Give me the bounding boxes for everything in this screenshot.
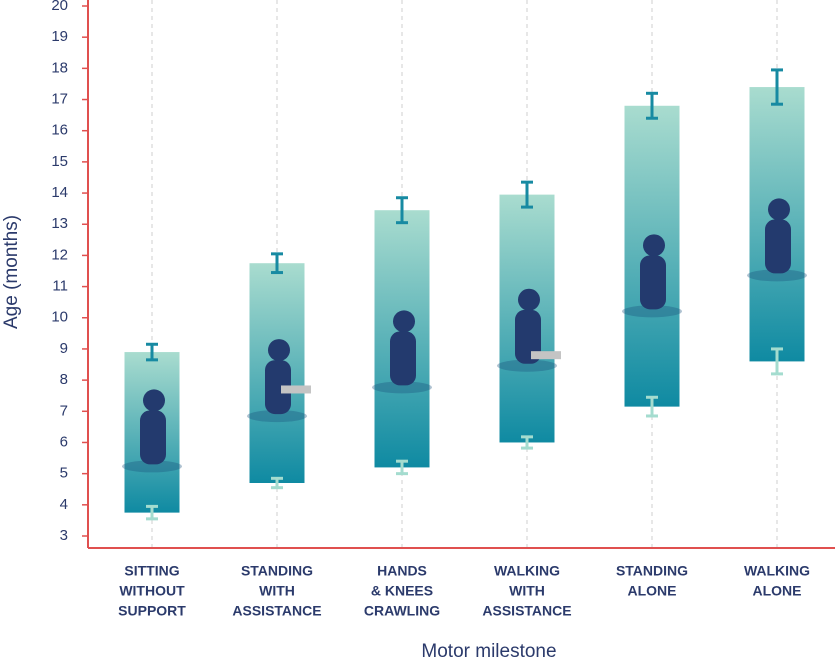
y-tick-label: 20 (51, 0, 68, 14)
figure-head (143, 389, 165, 412)
y-tick-label: 13 (51, 215, 68, 232)
low-error-bar (146, 504, 158, 521)
shadow (122, 460, 182, 473)
low-error-bar (646, 395, 658, 418)
y-tick-label: 14 (51, 184, 68, 201)
shadow (622, 305, 682, 318)
shadow (497, 359, 557, 372)
y-tick-label: 6 (60, 433, 68, 450)
x-tick-label: STANDING (616, 563, 688, 579)
high-error-bar (146, 342, 158, 362)
figure-body (390, 331, 416, 386)
shadow (747, 269, 807, 282)
low-error-bar (521, 435, 533, 450)
figure-body (140, 410, 166, 465)
high-error-bar (771, 68, 783, 106)
figure-body (515, 309, 541, 364)
y-tick-label: 5 (60, 465, 68, 482)
x-tick-label: HANDS (377, 563, 427, 579)
figure-body (765, 219, 791, 274)
figure-head (643, 234, 665, 257)
figure-head (393, 310, 415, 333)
y-tick-label: 10 (51, 309, 68, 326)
x-tick-label: WALKING (744, 563, 810, 579)
high-error-bar (396, 196, 408, 225)
y-tick-label: 16 (51, 122, 68, 139)
x-tick-label: ASSISTANCE (482, 603, 571, 619)
y-tick-label: 7 (60, 402, 68, 419)
y-tick-label: 4 (60, 496, 68, 513)
y-tick-label: 8 (60, 371, 68, 388)
x-tick-label: WITH (509, 583, 545, 599)
high-error-bar (646, 91, 658, 120)
figure-head (518, 288, 540, 311)
high-error-bar (271, 252, 283, 275)
shadow (247, 410, 307, 423)
figure-body (640, 255, 666, 310)
y-tick-label: 15 (51, 153, 68, 170)
figure-body (265, 360, 291, 415)
low-error-bar (271, 476, 283, 490)
figure-head (768, 198, 790, 221)
x-tick-label: ALONE (628, 583, 677, 599)
y-axis-title: Age (months) (1, 215, 22, 329)
y-tick-label: 17 (51, 90, 68, 107)
x-tick-label: & KNEES (371, 583, 433, 599)
x-tick-label: STANDING (241, 563, 313, 579)
y-tick-label: 3 (60, 527, 68, 544)
x-tick-label: WITH (259, 583, 295, 599)
y-tick-label: 11 (52, 278, 68, 295)
high-error-bar (521, 180, 533, 209)
figure-head (268, 339, 290, 362)
y-tick-label: 19 (51, 28, 68, 45)
x-tick-label: WITHOUT (119, 583, 185, 599)
x-tick-label: CRAWLING (364, 603, 440, 619)
y-tick-label: 12 (51, 246, 68, 263)
low-error-bar (771, 347, 783, 376)
x-tick-label: SITTING (124, 563, 179, 579)
x-axis-title: Motor milestone (421, 641, 556, 661)
x-tick-label: ASSISTANCE (232, 603, 321, 619)
x-tick-label: WALKING (494, 563, 560, 579)
median-marker (531, 351, 561, 360)
median-marker (281, 385, 311, 394)
y-tick-label: 9 (60, 340, 68, 357)
x-tick-label: ALONE (753, 583, 802, 599)
x-tick-label: SUPPORT (118, 603, 186, 619)
y-tick-label: 18 (51, 59, 68, 76)
shadow (372, 381, 432, 394)
low-error-bar (396, 459, 408, 476)
